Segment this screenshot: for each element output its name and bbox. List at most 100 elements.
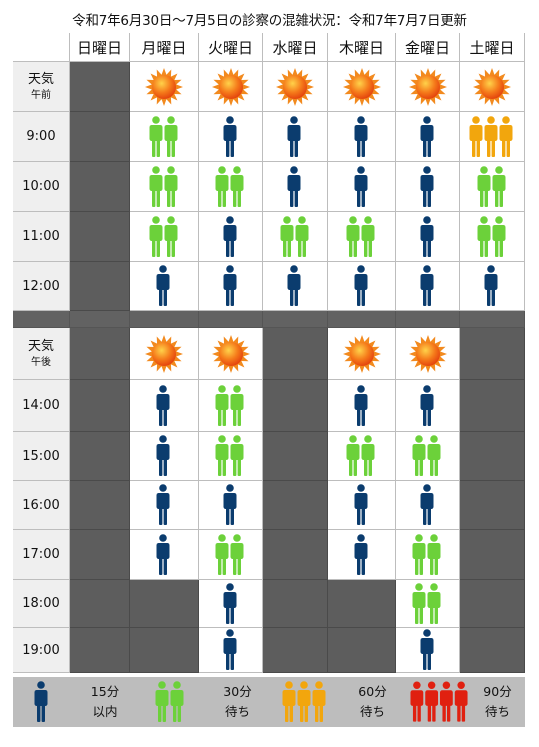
congestion-cell <box>130 262 199 311</box>
legend-wait-note: 待ち <box>359 704 385 719</box>
congestion-cell <box>396 580 460 628</box>
congestion-cell <box>328 481 396 530</box>
time-label: 9:00 <box>13 112 70 162</box>
sun-icon <box>276 67 314 106</box>
sun-icon <box>342 67 381 106</box>
congestion-cell <box>460 162 525 212</box>
sun-icon <box>211 67 250 106</box>
time-label: 12:00 <box>13 262 70 311</box>
weather-cell <box>130 62 199 112</box>
congestion-cell <box>199 432 263 481</box>
congestion-cell <box>199 530 263 580</box>
legend-symbol <box>275 677 335 727</box>
day-label: 日曜日 <box>76 38 122 57</box>
weather-cell <box>396 62 460 112</box>
person-group-3-icon <box>469 115 513 157</box>
congestion-cell <box>460 262 525 311</box>
person-single-icon <box>354 384 367 426</box>
legend-wait-time: 15分 <box>90 684 120 699</box>
closed-cell <box>70 432 130 481</box>
weather-cell <box>328 62 396 112</box>
day-header: 月曜日 <box>130 33 199 62</box>
legend-wait-note: 待ち <box>484 704 510 719</box>
closed-cell <box>70 212 130 262</box>
person-single-icon <box>420 484 433 525</box>
weather-cell <box>199 328 263 380</box>
legend-symbol <box>140 677 200 727</box>
person-single-icon <box>287 265 301 306</box>
closed-cell <box>263 328 328 380</box>
person-single-icon <box>287 115 301 157</box>
congestion-cell <box>460 212 525 262</box>
header-corner <box>13 33 70 62</box>
sun-icon <box>408 334 447 373</box>
time-text: 12:00 <box>22 278 60 294</box>
legend-wait-note: 以内 <box>92 704 118 719</box>
person-single-icon <box>420 165 433 207</box>
person-group-3-icon <box>282 681 326 722</box>
person-single-icon <box>420 384 433 426</box>
legend: 15分 以内 30分 待ち 60分 待ち 90分 待ち <box>13 677 525 727</box>
closed-cell <box>70 481 130 530</box>
time-label: 19:00 <box>13 628 70 673</box>
congestion-cell <box>199 628 263 673</box>
weather-label: 天気 <box>27 338 54 354</box>
person-pair-icon <box>215 384 244 426</box>
day-header: 火曜日 <box>199 33 263 62</box>
weather-label: 天気 <box>27 71 54 87</box>
person-single-icon <box>156 265 170 306</box>
person-pair-icon <box>477 165 505 207</box>
session-label: 午後 <box>31 356 51 368</box>
sun-icon <box>408 67 447 106</box>
time-text: 15:00 <box>22 448 60 464</box>
time-text: 19:00 <box>22 642 60 658</box>
person-single-icon <box>420 629 433 670</box>
closed-cell <box>460 380 525 432</box>
congestion-cell <box>199 262 263 311</box>
congestion-cell <box>199 580 263 628</box>
congestion-cell <box>328 112 396 162</box>
weather-cell <box>263 62 328 112</box>
closed-cell <box>460 328 525 380</box>
closed-cell <box>263 530 328 580</box>
weather-cell <box>130 328 199 380</box>
closed-cell <box>70 580 130 628</box>
section-divider <box>13 311 70 328</box>
day-header: 日曜日 <box>70 33 130 62</box>
day-header: 土曜日 <box>460 33 525 62</box>
time-label: 16:00 <box>13 481 70 530</box>
person-single-icon <box>354 115 367 157</box>
person-single-icon <box>420 215 433 257</box>
person-single-icon <box>420 115 433 157</box>
person-single-icon <box>420 265 433 306</box>
legend-label: 15分以内 <box>70 682 140 724</box>
person-single-icon <box>484 265 498 306</box>
congestion-cell <box>396 530 460 580</box>
congestion-cell <box>199 162 263 212</box>
congestion-cell <box>263 112 328 162</box>
person-pair-icon <box>149 115 177 157</box>
closed-cell <box>70 112 130 162</box>
closed-cell <box>70 380 130 432</box>
section-divider <box>328 311 396 328</box>
legend-wait-time: 90分 <box>483 684 512 699</box>
section-divider <box>199 311 263 328</box>
sun-icon <box>342 334 381 373</box>
closed-cell <box>460 580 525 628</box>
person-pair-icon <box>346 435 375 476</box>
session-label: 午前 <box>31 89 51 101</box>
congestion-cell <box>199 380 263 432</box>
person-pair-icon <box>412 435 441 476</box>
sun-icon <box>211 334 250 373</box>
legend-wait-time: 30分 <box>223 684 252 699</box>
person-single-icon <box>156 484 170 525</box>
time-text: 10:00 <box>22 179 60 194</box>
closed-cell <box>263 380 328 432</box>
time-label: 17:00 <box>13 530 70 580</box>
time-label: 15:00 <box>13 432 70 481</box>
time-text: 16:00 <box>22 497 60 513</box>
person-single-icon <box>354 533 367 575</box>
legend-symbol <box>410 677 470 727</box>
person-single-icon <box>354 484 367 525</box>
closed-cell <box>70 530 130 580</box>
